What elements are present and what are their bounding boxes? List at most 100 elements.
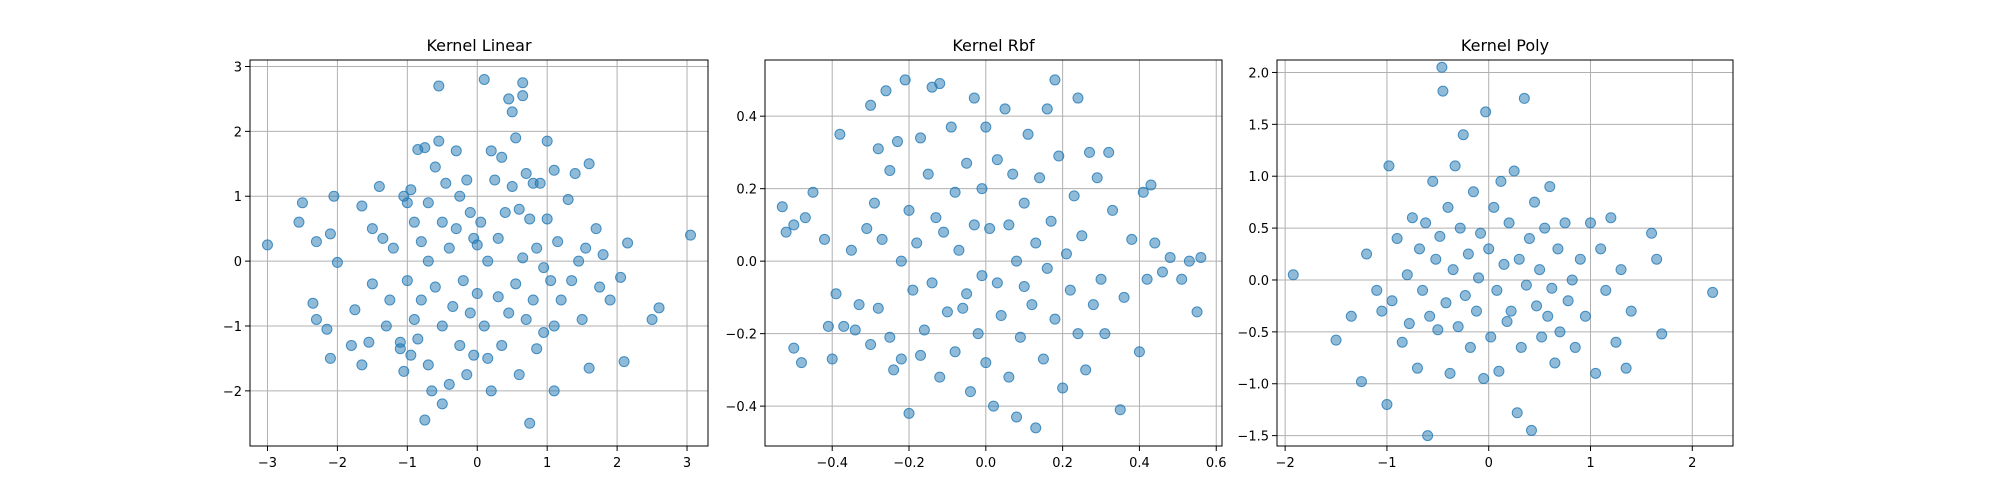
data-point (1133, 346, 1145, 358)
data-point (1424, 310, 1436, 322)
data-point (422, 197, 434, 209)
data-point (1542, 310, 1554, 322)
y-tick-label: −2 (223, 385, 242, 400)
data-point (433, 135, 445, 147)
data-point (1546, 282, 1558, 294)
data-point (868, 197, 880, 209)
data-point (534, 177, 546, 189)
data-point (1403, 318, 1415, 330)
data-point (961, 157, 973, 169)
data-point (934, 78, 946, 90)
data-point (1383, 160, 1395, 172)
x-tick-label: 0 (1485, 456, 1493, 471)
data-point (1508, 165, 1520, 177)
data-point (524, 417, 536, 429)
data-point (1449, 160, 1461, 172)
data-point (972, 328, 984, 340)
data-point (1406, 212, 1418, 224)
data-point (1114, 404, 1126, 416)
data-point (475, 216, 487, 228)
data-point (1436, 61, 1448, 73)
data-point (1552, 243, 1564, 255)
data-point (1471, 305, 1482, 317)
data-point (1103, 146, 1115, 158)
data-point (1045, 215, 1057, 227)
data-point (513, 369, 525, 381)
y-tick-label: 0.5 (1248, 222, 1269, 237)
data-point (1488, 201, 1500, 213)
data-point (545, 275, 557, 287)
data-point (1495, 175, 1507, 187)
data-point (464, 206, 476, 218)
data-point (1520, 279, 1532, 291)
data-point (685, 229, 697, 241)
data-point (1485, 331, 1497, 343)
data-point (450, 223, 462, 235)
data-point (1562, 295, 1574, 307)
data-point (891, 136, 903, 148)
data-point (604, 294, 616, 306)
data-point (1437, 85, 1449, 97)
data-point (524, 213, 536, 225)
data-point (895, 255, 907, 267)
data-point (1041, 262, 1053, 274)
data-point (366, 278, 378, 290)
data-point (980, 357, 992, 369)
data-point (324, 228, 336, 240)
data-point (387, 242, 399, 254)
data-point (345, 339, 357, 351)
data-point (506, 181, 518, 193)
data-point (1585, 217, 1596, 229)
data-point (1473, 272, 1485, 284)
data-point (1569, 341, 1581, 353)
data-point (468, 349, 480, 361)
data-point (1034, 172, 1046, 184)
data-point (1183, 255, 1195, 267)
data-point (964, 386, 976, 398)
data-point (1417, 284, 1429, 296)
data-point (384, 294, 396, 306)
data-point (415, 236, 427, 248)
data-point (830, 288, 842, 300)
data-point (865, 99, 877, 111)
data-point (482, 352, 494, 364)
data-point (926, 277, 938, 289)
data-point (1064, 284, 1076, 296)
data-point (1531, 300, 1543, 312)
y-tick-label: −1.0 (1237, 378, 1269, 393)
data-point (1126, 233, 1138, 245)
data-point (517, 77, 529, 89)
data-point (1518, 92, 1530, 104)
data-point (1330, 334, 1342, 346)
data-point (1084, 146, 1096, 158)
data-point (548, 320, 560, 332)
data-point (429, 161, 441, 173)
data-point (872, 302, 884, 314)
data-point (795, 357, 807, 369)
data-point (573, 255, 585, 267)
data-point (538, 326, 550, 338)
y-tick-label: 1 (234, 190, 242, 205)
data-point (1444, 367, 1456, 379)
data-point (646, 313, 658, 325)
data-point (597, 249, 609, 261)
x-tick-label: 1 (1586, 456, 1594, 471)
panel-title: Kernel Poly (1461, 36, 1549, 55)
data-point (807, 186, 819, 198)
x-tick-label: 0.2 (1052, 456, 1073, 471)
data-point (980, 121, 992, 133)
data-point (1656, 328, 1668, 340)
data-point (1452, 321, 1464, 333)
data-point (884, 331, 896, 343)
data-point (349, 304, 361, 316)
data-point (1287, 269, 1299, 281)
data-point (915, 132, 927, 144)
data-point (1483, 243, 1495, 255)
data-point (1057, 382, 1069, 394)
data-point (991, 154, 1003, 166)
data-point (415, 294, 427, 306)
data-point (819, 233, 831, 245)
data-point (1391, 232, 1403, 244)
data-point (957, 302, 969, 314)
data-point (541, 213, 553, 225)
